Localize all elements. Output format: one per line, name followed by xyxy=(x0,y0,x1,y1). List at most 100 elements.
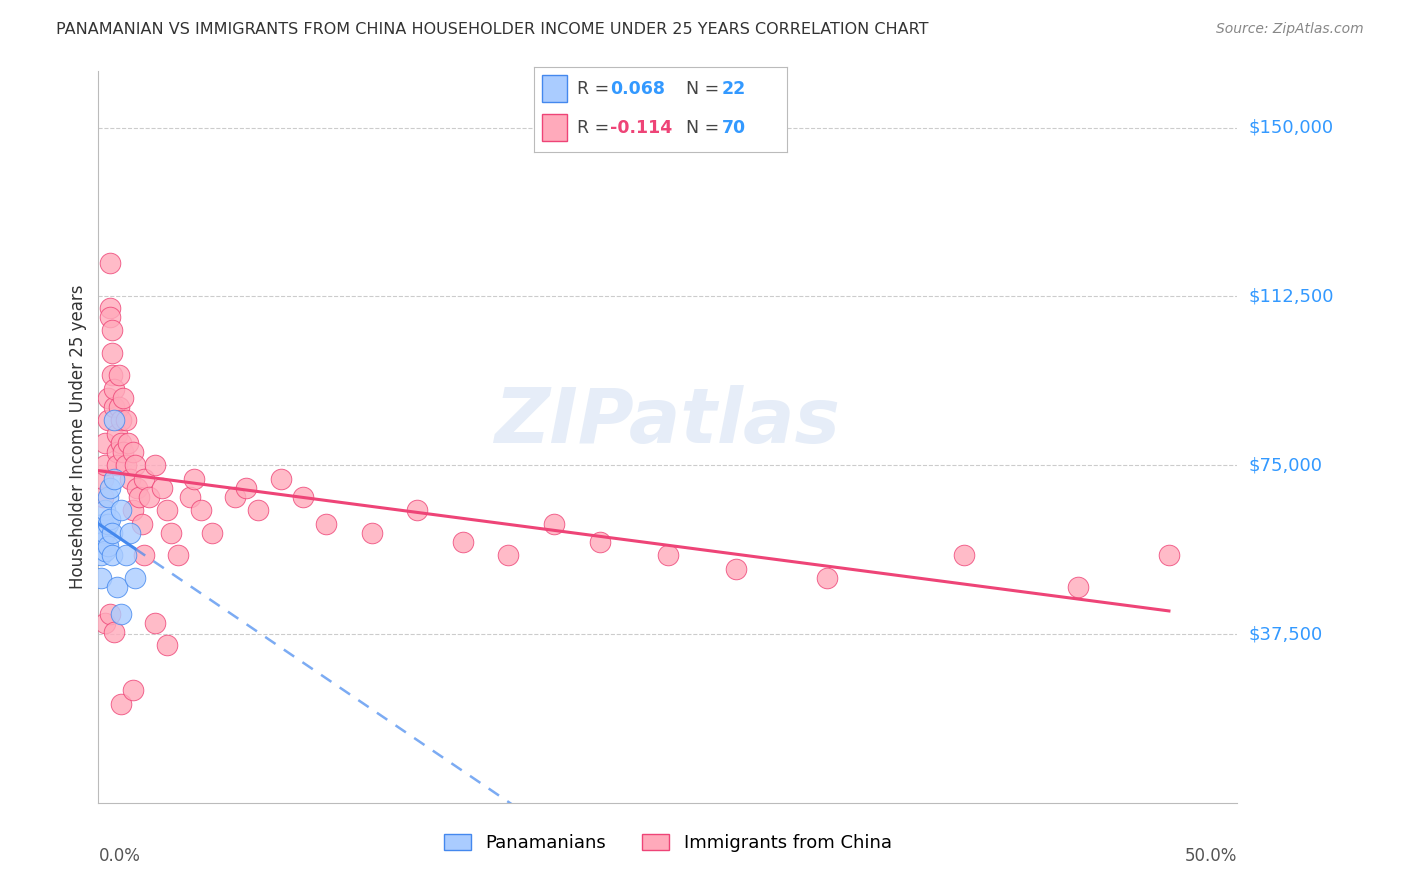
Point xyxy=(725,562,748,576)
Text: 22: 22 xyxy=(721,80,745,98)
Point xyxy=(179,490,201,504)
Point xyxy=(156,638,179,652)
Point xyxy=(124,458,146,473)
Point xyxy=(167,548,190,562)
Point xyxy=(588,534,610,549)
Point xyxy=(101,368,124,383)
Point xyxy=(132,472,155,486)
Point xyxy=(110,607,132,621)
Point xyxy=(131,516,153,531)
Point xyxy=(1067,580,1090,594)
Point xyxy=(101,323,124,337)
Point xyxy=(120,472,142,486)
Point xyxy=(156,503,179,517)
Point xyxy=(270,472,292,486)
Point xyxy=(224,490,246,504)
Point xyxy=(150,481,173,495)
Text: R =: R = xyxy=(578,119,614,136)
Y-axis label: Householder Income Under 25 years: Householder Income Under 25 years xyxy=(69,285,87,590)
Text: R =: R = xyxy=(578,80,614,98)
Text: $150,000: $150,000 xyxy=(1249,119,1334,136)
Point xyxy=(98,481,121,495)
Point xyxy=(121,683,143,698)
Text: 0.0%: 0.0% xyxy=(98,847,141,864)
Point xyxy=(94,615,117,630)
Point xyxy=(138,490,160,504)
Point xyxy=(98,301,121,315)
Point xyxy=(132,548,155,562)
Point xyxy=(105,458,128,473)
Point xyxy=(101,548,124,562)
Text: Source: ZipAtlas.com: Source: ZipAtlas.com xyxy=(1216,22,1364,37)
Point xyxy=(117,435,139,450)
Point xyxy=(91,472,114,486)
Point xyxy=(145,458,167,473)
Point xyxy=(103,472,125,486)
Point xyxy=(96,539,118,553)
Point xyxy=(190,503,212,517)
Point xyxy=(183,472,205,486)
Text: -0.114: -0.114 xyxy=(610,119,672,136)
Point xyxy=(105,426,128,441)
Point xyxy=(94,503,117,517)
Point xyxy=(114,413,136,427)
Text: 0.068: 0.068 xyxy=(610,80,665,98)
Point xyxy=(91,516,114,531)
Point xyxy=(108,368,131,383)
Text: $112,500: $112,500 xyxy=(1249,287,1334,305)
Point xyxy=(96,516,118,531)
Legend: Panamanians, Immigrants from China: Panamanians, Immigrants from China xyxy=(437,827,898,860)
Point xyxy=(98,310,121,324)
Point xyxy=(121,444,143,458)
Point xyxy=(101,345,124,359)
Point xyxy=(1157,548,1180,562)
Point xyxy=(94,525,117,540)
Point xyxy=(91,534,114,549)
Point xyxy=(124,571,146,585)
Point xyxy=(103,624,125,639)
Point xyxy=(110,697,132,711)
Text: PANAMANIAN VS IMMIGRANTS FROM CHINA HOUSEHOLDER INCOME UNDER 25 YEARS CORRELATIO: PANAMANIAN VS IMMIGRANTS FROM CHINA HOUS… xyxy=(56,22,929,37)
Point xyxy=(235,481,257,495)
Point xyxy=(953,548,976,562)
Point xyxy=(451,534,474,549)
Point xyxy=(121,503,143,517)
Text: N =: N = xyxy=(686,119,725,136)
Point xyxy=(98,255,121,269)
Point xyxy=(96,490,118,504)
Text: N =: N = xyxy=(686,80,725,98)
Point xyxy=(101,525,124,540)
Point xyxy=(543,516,565,531)
Point xyxy=(96,391,118,405)
Text: 50.0%: 50.0% xyxy=(1185,847,1237,864)
Point xyxy=(112,444,135,458)
Point xyxy=(98,607,121,621)
Text: 70: 70 xyxy=(721,119,745,136)
Point xyxy=(114,548,136,562)
Point xyxy=(112,391,135,405)
Point xyxy=(103,382,125,396)
Text: $37,500: $37,500 xyxy=(1249,625,1323,643)
Point xyxy=(105,444,128,458)
Point xyxy=(498,548,520,562)
Point xyxy=(96,413,118,427)
Point xyxy=(110,503,132,517)
Point xyxy=(94,543,117,558)
Point xyxy=(91,490,114,504)
Point xyxy=(90,571,112,585)
Text: ZIPatlas: ZIPatlas xyxy=(495,385,841,459)
FancyBboxPatch shape xyxy=(541,76,567,103)
Point xyxy=(114,458,136,473)
Point xyxy=(103,413,125,427)
Point xyxy=(105,580,128,594)
Point xyxy=(160,525,183,540)
Point xyxy=(90,548,112,562)
Point xyxy=(815,571,838,585)
Point xyxy=(120,525,142,540)
Point xyxy=(108,400,131,414)
Point xyxy=(103,400,125,414)
Text: $75,000: $75,000 xyxy=(1249,456,1323,475)
Point xyxy=(145,615,167,630)
Point xyxy=(201,525,224,540)
Point xyxy=(94,435,117,450)
